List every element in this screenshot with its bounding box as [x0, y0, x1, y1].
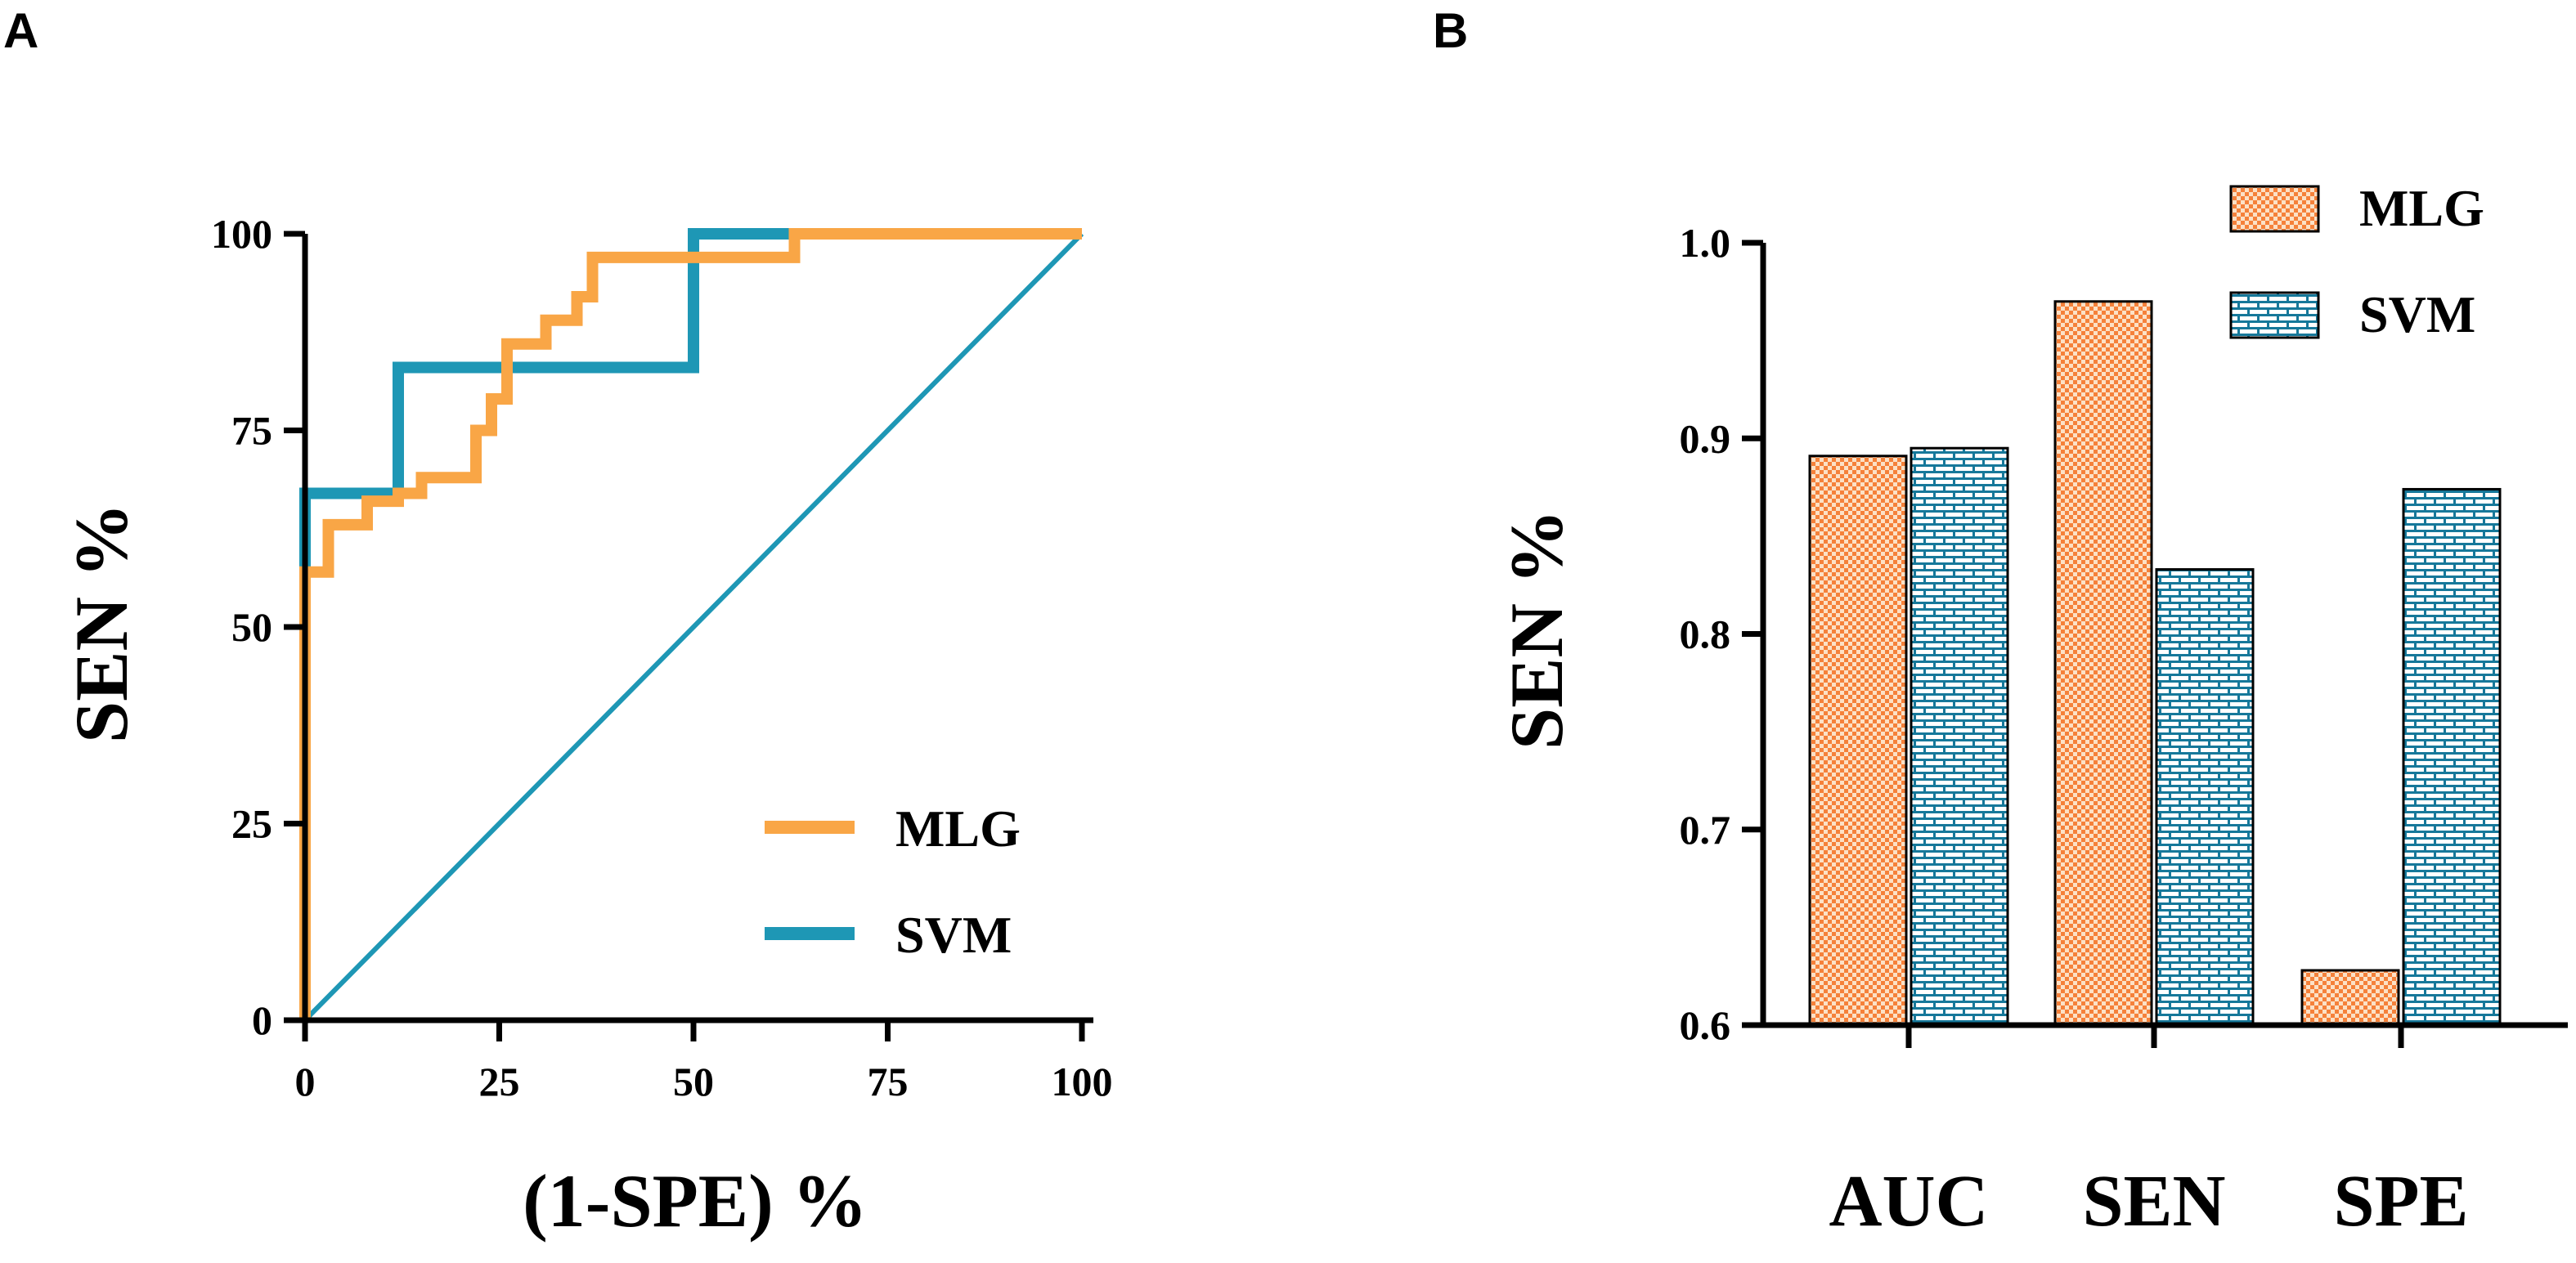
roc-line-mlg	[299, 228, 1082, 1020]
legend-label-svm-bar: SVM	[2359, 285, 2475, 343]
bar-mlg-sen	[2053, 300, 2153, 1027]
roc-plot-area	[299, 228, 1084, 1023]
roc-ticks: 0 25 50 75 100 0 25 50 75 100	[211, 211, 1113, 1104]
bar-mlg-spe	[2300, 969, 2400, 1027]
roc-y-tick-label: 50	[231, 604, 272, 650]
legend-label-svm: SVM	[895, 906, 1012, 964]
legend-label-mlg: MLG	[895, 799, 1021, 858]
roc-line-reference	[303, 231, 1084, 1023]
bar-y-tick-label: 0.6	[1680, 1002, 1731, 1048]
bar-chart: AUC SEN SPE 0.6 0.7 0.8 0.9 1.0 SEN % MLG SVM	[1495, 179, 2568, 1242]
panel-a-label: A	[3, 3, 38, 58]
bar-category-label: SEN	[2082, 1161, 2225, 1242]
bar-y-axis-title: SEN %	[1495, 509, 1578, 750]
roc-legend: MLG SVM	[765, 799, 1021, 964]
roc-x-axis-title: (1-SPE) %	[523, 1159, 868, 1243]
bar-y-tick-label: 1.0	[1680, 220, 1731, 266]
bar-y-tick-label: 0.8	[1680, 611, 1731, 657]
legend-swatch-svm-bar	[2229, 291, 2320, 339]
bar-svm-spe	[2402, 487, 2502, 1027]
roc-x-tick-label: 25	[479, 1059, 520, 1104]
panel-b-label: B	[1433, 3, 1468, 58]
bar-category-label: AUC	[1829, 1161, 1989, 1242]
bar-svm-sen	[2155, 568, 2255, 1027]
roc-chart: 0 25 50 75 100 0 25 50 75 100 (1-SPE) % SEN % MLG…	[60, 211, 1113, 1243]
bar-y-tick-label: 0.7	[1680, 807, 1731, 853]
roc-y-tick-label: 75	[231, 408, 272, 454]
bar-plot-area	[1808, 300, 2502, 1027]
bar-y-tick-label: 0.9	[1680, 415, 1731, 461]
bar-svm-auc	[1910, 446, 2009, 1027]
legend-label-mlg-bar: MLG	[2359, 179, 2484, 237]
roc-x-tick-label: 100	[1052, 1059, 1113, 1104]
roc-y-tick-label: 25	[231, 801, 272, 847]
roc-x-tick-label: 75	[868, 1059, 909, 1104]
roc-y-tick-label: 0	[252, 997, 272, 1043]
roc-y-axis-title: SEN %	[60, 503, 143, 743]
roc-x-tick-label: 50	[673, 1059, 714, 1104]
bar-mlg-auc	[1808, 455, 1908, 1027]
roc-y-tick-label: 100	[211, 211, 272, 257]
bar-category-label: SPE	[2333, 1161, 2468, 1242]
legend-swatch-mlg-bar	[2229, 185, 2320, 233]
bar-ticks: AUC SEN SPE 0.6 0.7 0.8 0.9 1.0	[1680, 220, 2469, 1242]
roc-x-tick-label: 0	[295, 1059, 316, 1104]
bar-legend: MLG SVM	[2229, 179, 2484, 343]
